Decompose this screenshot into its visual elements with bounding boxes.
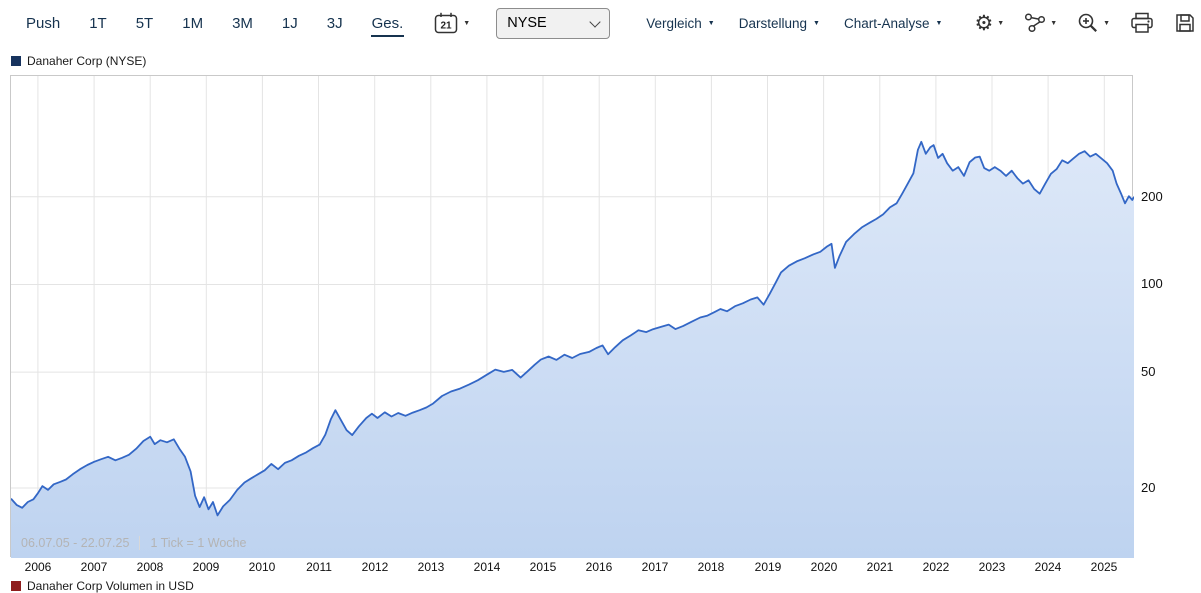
range-button-push[interactable]: Push [25, 10, 61, 37]
y-axis-tick: 100 [1141, 276, 1163, 291]
plot-area[interactable]: 06.07.05 - 22.07.25 1 Tick = 1 Woche [10, 75, 1134, 558]
print-button[interactable] [1130, 12, 1154, 34]
indicators-button[interactable]: ▼ [1024, 13, 1057, 33]
range-button-3m[interactable]: 3M [231, 10, 254, 37]
x-axis-tick: 2018 [697, 560, 725, 574]
price-series-label: Danaher Corp (NYSE) [27, 54, 147, 68]
range-buttons: Push 1T 5T 1M 3M 1J 3J Ges. [25, 10, 405, 37]
volume-legend: Danaher Corp Volumen in USD [11, 579, 194, 593]
x-axis-tick: 2006 [24, 560, 52, 574]
gear-icon: ⚙ [974, 11, 994, 35]
chevron-down-icon: ▼ [997, 19, 1005, 27]
menu-label: Chart-Analyse [843, 15, 930, 31]
x-axis-tick: 2015 [529, 560, 557, 574]
x-axis-tick: 2010 [248, 560, 276, 574]
menu-label: Vergleich [646, 15, 702, 31]
volume-series-swatch [11, 581, 21, 591]
chevron-down-icon: ▼ [1050, 19, 1058, 27]
zoom-in-icon [1078, 13, 1098, 32]
exchange-select[interactable]: NYSE [496, 7, 611, 39]
x-axis-tick: 2025 [1090, 560, 1118, 574]
calendar-day: 21 [441, 21, 453, 32]
price-series-swatch [11, 56, 21, 66]
range-button-1m[interactable]: 1M [181, 10, 204, 37]
range-button-1j[interactable]: 1J [281, 10, 299, 37]
x-axis-tick: 2007 [80, 560, 108, 574]
x-axis-tick: 2023 [978, 560, 1006, 574]
indicators-icon [1025, 13, 1046, 33]
x-axis-tick: 2011 [306, 560, 332, 574]
chart-toolbar: Push 1T 5T 1M 3M 1J 3J Ges. 21 ▼ NYSE Vergleich… [0, 0, 1201, 46]
menu-buttons: Vergleich ▼ Darstellung ▼ Chart-Analyse ▼ [646, 16, 942, 31]
menu-label: Darstellung [738, 15, 808, 31]
price-chart [11, 76, 1134, 558]
zoom-button[interactable]: ▼ [1077, 12, 1110, 34]
chart-footnote: 06.07.05 - 22.07.25 1 Tick = 1 Woche [21, 536, 246, 550]
x-axis-tick: 2008 [136, 560, 164, 574]
x-axis-tick: 2021 [866, 560, 894, 574]
menu-chart-analyse[interactable]: Chart-Analyse ▼ [844, 16, 942, 31]
save-icon [1176, 14, 1194, 32]
x-axis-tick: 2020 [810, 560, 838, 574]
y-axis-tick: 20 [1141, 480, 1156, 495]
chevron-down-icon: ▼ [707, 19, 715, 27]
x-axis-tick: 2022 [922, 560, 950, 574]
range-button-ges[interactable]: Ges. [370, 10, 405, 37]
settings-button[interactable]: ⚙ ▼ [974, 13, 1004, 34]
exchange-select-wrap: NYSE [496, 7, 611, 39]
x-axis-tick: 2017 [641, 560, 669, 574]
chevron-down-icon: ▼ [1103, 19, 1111, 27]
menu-vergleich[interactable]: Vergleich ▼ [646, 16, 714, 31]
x-axis-labels: 2006 2007 2008 2009 2010 2011 2012 2013 2014 2015… [11, 560, 1134, 576]
calendar-icon: 21 [435, 12, 458, 34]
y-axis-tick: 50 [1141, 364, 1156, 379]
x-axis-tick: 2016 [585, 560, 613, 574]
chevron-down-icon: ▼ [813, 19, 820, 27]
menu-darstellung[interactable]: Darstellung ▼ [739, 16, 820, 31]
save-button[interactable]: ▼ [1174, 12, 1201, 34]
x-axis-tick: 2009 [192, 560, 220, 574]
chevron-down-icon: ▼ [935, 19, 943, 27]
x-axis-tick: 2012 [361, 560, 389, 574]
calendar-button[interactable]: 21 ▼ [434, 12, 470, 34]
tool-icons: ⚙ ▼ ▼ ▼ [974, 12, 1201, 34]
range-button-3j[interactable]: 3J [326, 10, 344, 37]
tick-interval-label: 1 Tick = 1 Woche [150, 536, 247, 550]
x-axis-tick: 2024 [1034, 560, 1062, 574]
range-button-1t[interactable]: 1T [88, 10, 108, 37]
y-axis-tick: 200 [1141, 189, 1163, 204]
range-button-5t[interactable]: 5T [135, 10, 155, 37]
x-axis-tick: 2014 [473, 560, 501, 574]
chevron-down-icon: ▼ [463, 19, 471, 27]
x-axis-tick: 2019 [754, 560, 782, 574]
volume-series-label: Danaher Corp Volumen in USD [27, 579, 194, 593]
y-axis-labels: 20 50 100 200 [1141, 76, 1197, 558]
date-range-label: 06.07.05 - 22.07.25 [21, 536, 130, 550]
x-axis-tick: 2013 [417, 560, 445, 574]
price-legend: Danaher Corp (NYSE) [11, 54, 146, 68]
footnote-divider [139, 536, 141, 550]
printer-icon [1131, 12, 1153, 33]
